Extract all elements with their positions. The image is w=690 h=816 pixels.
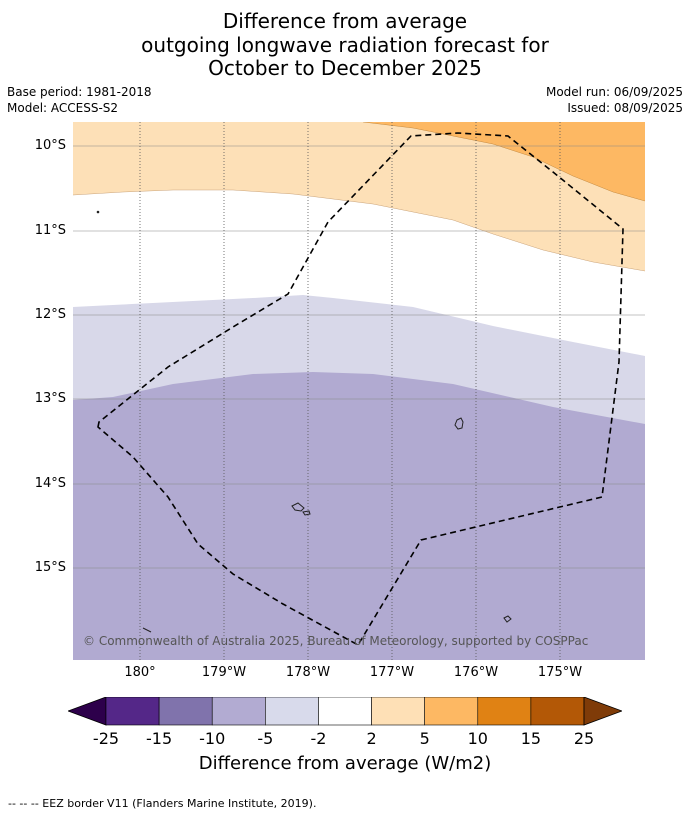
- island-alofi: [302, 510, 311, 516]
- colorbar-segment: [477, 697, 532, 726]
- colorbar-tick-label: -15: [146, 729, 173, 748]
- lon-label-180: 180°: [124, 665, 156, 680]
- anomaly-region-p5: [363, 122, 645, 201]
- title-line-2: outgoing longwave radiation forecast for: [141, 33, 549, 57]
- issued-date: Issued: 08/09/2025: [567, 101, 683, 115]
- lon-label-177w: 177°W: [369, 665, 415, 680]
- lat-label-11s: 11°S: [34, 223, 66, 238]
- colorbar-tick-label: -2: [310, 729, 327, 748]
- colorbar-tick-label: 25: [573, 729, 595, 748]
- lat-label-13s: 13°S: [34, 391, 66, 406]
- title-line-3: October to December 2025: [208, 56, 482, 80]
- copyright: © Commonwealth of Australia 2025, Bureau…: [83, 634, 588, 648]
- model-name: Model: ACCESS-S2: [7, 101, 119, 115]
- colorbar-under-arrow: [68, 697, 107, 726]
- islands: [96, 210, 512, 633]
- island-small-sw: [142, 627, 152, 633]
- island-small-se: [503, 615, 512, 623]
- colorbar-segment: [211, 697, 266, 726]
- title-line-1: Difference from average: [222, 9, 468, 33]
- colorbar-segment: [105, 697, 160, 726]
- lat-label-14s: 14°S: [34, 476, 66, 491]
- lon-label-175w: 175°W: [537, 665, 583, 680]
- colorbar-tick-label: -5: [257, 729, 274, 748]
- colorbar: [68, 697, 622, 726]
- colorbar-tick-label: 2: [366, 729, 377, 748]
- island-wallis: [454, 417, 464, 430]
- colorbar-segment: [530, 697, 585, 726]
- lat-label-15s: 15°S: [34, 560, 66, 575]
- colorbar-segment: [158, 697, 213, 726]
- lon-label-176w: 176°W: [453, 665, 499, 680]
- colorbar-tick-label: 15: [520, 729, 542, 748]
- anomaly-region-p2: [73, 122, 645, 271]
- island-futuna: [291, 502, 305, 512]
- colorbar-segment: [265, 697, 319, 726]
- colorbar-segment: [424, 697, 479, 726]
- colorbar-segment: [371, 697, 425, 726]
- graticule: [73, 122, 645, 660]
- colorbar-segment: [318, 697, 372, 726]
- colorbar-label: Difference from average (W/m2): [198, 753, 492, 774]
- lat-label-12s: 12°S: [34, 307, 66, 322]
- eez-footer-note: -- -- -- EEZ border V11 (Flanders Marine…: [8, 797, 317, 810]
- colorbar-tick-label: 10: [467, 729, 488, 748]
- map: © Commonwealth of Australia 2025, Bureau…: [73, 122, 645, 660]
- lon-label-179w: 179°W: [201, 665, 247, 680]
- colorbar-tick-label: -25: [92, 729, 120, 748]
- colorbar-over-arrow: [583, 697, 622, 726]
- colorbar-tick-label: 5: [419, 729, 430, 748]
- base-period: Base period: 1981-2018: [7, 85, 152, 99]
- eez-border: [97, 132, 624, 647]
- lat-label-10s: 10°S: [34, 138, 66, 153]
- colorbar-tick-label: -10: [199, 729, 226, 748]
- model-run: Model run: 06/09/2025: [545, 85, 683, 99]
- lon-label-178w: 178°W: [285, 665, 331, 680]
- island-dot: [96, 210, 100, 214]
